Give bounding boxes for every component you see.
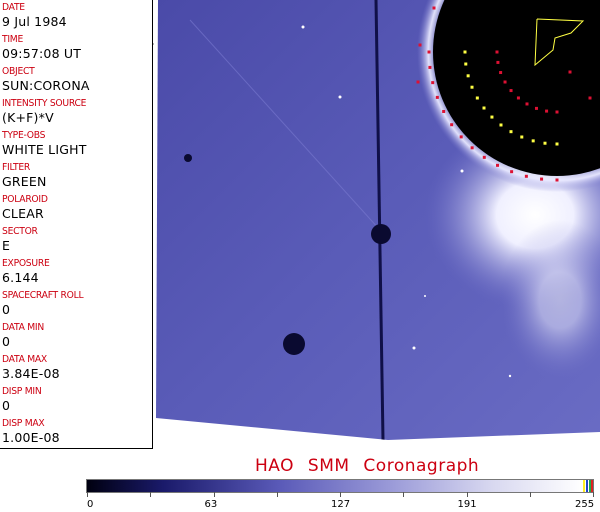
- colorbar-tick: [529, 492, 531, 497]
- dark-spot: [283, 333, 305, 355]
- colorbar-tick: [87, 492, 88, 497]
- colorbar-tick: [340, 492, 341, 497]
- marker: [496, 163, 500, 167]
- marker: [510, 170, 514, 174]
- orientation-triangle: [534, 18, 585, 67]
- marker: [427, 50, 431, 54]
- marker: [545, 109, 549, 113]
- field-label: TYPE-OBS: [2, 130, 46, 141]
- marker: [482, 106, 486, 110]
- field-label: DISP MAX: [2, 418, 45, 429]
- dark-spot: [371, 224, 391, 244]
- dark-spot: [184, 154, 192, 162]
- marker: [475, 96, 479, 100]
- field-value: CLEAR: [2, 206, 44, 221]
- colorbar: [86, 479, 594, 493]
- marker: [459, 135, 463, 139]
- marker: [499, 71, 503, 75]
- field-label: DATA MIN: [2, 322, 44, 333]
- marker: [431, 81, 435, 85]
- marker: [525, 102, 529, 106]
- colorbar-tick-label: 127: [331, 499, 351, 510]
- marker: [435, 95, 439, 99]
- field-value: GREEN: [2, 174, 47, 189]
- pylon-shadow: [374, 0, 385, 440]
- marker: [463, 50, 467, 54]
- field-value: 9 Jul 1984: [2, 14, 67, 29]
- colorbar-tick: [593, 492, 594, 497]
- field-value: (K+F)*V: [2, 110, 54, 125]
- coronagraph-image: +: [145, 0, 600, 440]
- marker: [482, 155, 486, 159]
- marker: [531, 139, 535, 143]
- field-value: 1.00E-08: [2, 430, 60, 445]
- colorbar-tick: [213, 492, 215, 497]
- field-value: 3.84E-08: [2, 366, 60, 381]
- marker: [509, 130, 513, 134]
- image-title: HAO SMM Coronagraph: [255, 456, 480, 476]
- field-label: SPACECRAFT ROLL: [2, 290, 84, 301]
- field-label: DATA MAX: [2, 354, 47, 365]
- marker: [524, 174, 528, 178]
- marker: [466, 74, 470, 78]
- field-label: DISP MIN: [2, 386, 42, 397]
- marker: [520, 135, 524, 139]
- marker: [516, 96, 520, 100]
- marker: [540, 177, 544, 181]
- colorbar-tick-label: 63: [204, 499, 218, 510]
- colorbar-tick-label: 191: [457, 499, 477, 510]
- colorbar-tick: [150, 492, 152, 497]
- field-value: SUN:CORONA: [2, 78, 90, 93]
- field-label: OBJECT: [2, 66, 35, 77]
- occulting-disk: [433, 0, 600, 176]
- field-label: SECTOR: [2, 226, 38, 237]
- marker: [568, 70, 572, 74]
- field-label: POLAROID: [2, 194, 48, 205]
- field-label: TIME: [2, 34, 23, 45]
- field-value: 0: [2, 302, 11, 317]
- marker: [543, 141, 547, 145]
- colorbar-tick: [276, 492, 278, 497]
- marker: [416, 80, 420, 84]
- colorbar-tick: [466, 492, 468, 497]
- marker: [555, 178, 559, 182]
- marker: [509, 89, 513, 93]
- field-value: 09:57:08 UT: [2, 46, 82, 61]
- field-value: E: [2, 238, 11, 253]
- field-label: EXPOSURE: [2, 258, 50, 269]
- field-label: INTENSITY SOURCE: [2, 98, 87, 109]
- marker: [496, 60, 500, 64]
- marker: [470, 146, 474, 150]
- colorbar-tick: [403, 492, 405, 497]
- marker: [555, 142, 559, 146]
- marker: [418, 43, 422, 47]
- field-value: WHITE LIGHT: [2, 142, 87, 157]
- marker: [534, 106, 538, 110]
- header-panel: DATE 9 Jul 1984 TIME 09:57:08 UT OBJECT SUN:C…: [0, 0, 153, 449]
- colorbar-tick-label: 255: [575, 499, 595, 510]
- field-value: 6.144: [2, 270, 39, 285]
- marker: [495, 50, 499, 54]
- marker: [503, 80, 507, 84]
- marker: [470, 85, 474, 89]
- field-label: DATE: [2, 2, 25, 13]
- field-label: FILTER: [2, 162, 31, 173]
- marker: [442, 109, 446, 113]
- grid-markers: [416, 6, 592, 182]
- marker: [499, 123, 503, 127]
- marker: [428, 65, 432, 69]
- field-value: 0: [2, 334, 11, 349]
- marker: [490, 115, 494, 119]
- marker: [432, 6, 436, 10]
- marker: [450, 123, 454, 127]
- marker: [555, 110, 559, 114]
- marker: [464, 62, 468, 66]
- marker: [588, 96, 592, 100]
- field-value: 0: [2, 398, 11, 413]
- stars: [301, 25, 512, 378]
- colorbar-tick-label: 0: [87, 499, 94, 510]
